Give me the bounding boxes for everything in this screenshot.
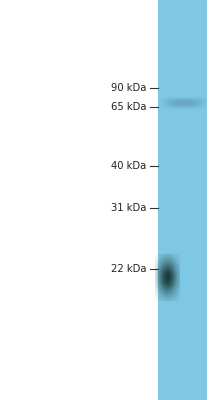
Text: 40 kDa: 40 kDa: [111, 161, 146, 171]
Text: 90 kDa: 90 kDa: [111, 83, 146, 93]
Text: 31 kDa: 31 kDa: [111, 203, 146, 213]
Bar: [158, 0, 207, 400]
Text: 22 kDa: 22 kDa: [111, 264, 146, 274]
Text: 65 kDa: 65 kDa: [111, 102, 146, 112]
